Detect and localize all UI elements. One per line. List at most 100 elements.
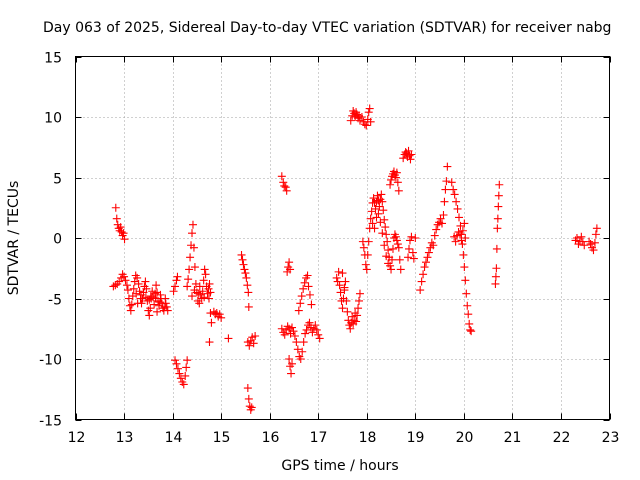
- data-point: [346, 324, 355, 333]
- data-point: [463, 301, 472, 310]
- data-point: [589, 246, 598, 255]
- data-point: [239, 260, 248, 269]
- data-point: [493, 214, 502, 223]
- data-point: [311, 321, 320, 330]
- data-point: [441, 185, 450, 194]
- data-point: [493, 224, 502, 233]
- data-point: [293, 345, 302, 354]
- data-point: [189, 243, 198, 252]
- data-point: [297, 292, 306, 301]
- data-point: [298, 347, 307, 356]
- x-tick-label: 12: [68, 430, 86, 446]
- data-point: [388, 244, 397, 253]
- data-point: [288, 323, 297, 332]
- data-point: [151, 294, 160, 303]
- data-point: [198, 287, 207, 296]
- data-point: [190, 286, 199, 295]
- data-point: [111, 203, 120, 212]
- data-point: [340, 283, 349, 292]
- data-point: [137, 290, 146, 299]
- data-point: [296, 299, 305, 308]
- data-point: [205, 279, 214, 288]
- data-point: [129, 284, 138, 293]
- data-point: [183, 356, 192, 365]
- x-tick-labels: 12 13 14 15 16 17 18 19 20 21 22 23: [68, 430, 620, 446]
- data-point: [492, 244, 501, 253]
- data-point: [305, 318, 314, 327]
- data-point: [492, 264, 501, 273]
- data-point: [121, 276, 130, 285]
- y-tick-label: -5: [48, 293, 62, 309]
- data-point: [439, 211, 448, 220]
- data-point: [120, 272, 129, 281]
- y-tick-label: 10: [44, 111, 62, 127]
- data-point: [301, 329, 310, 338]
- data-point: [378, 197, 387, 206]
- x-tick-label: 20: [456, 430, 474, 446]
- data-point: [338, 304, 347, 313]
- data-point: [494, 202, 503, 211]
- data-point: [404, 253, 413, 262]
- data-point: [396, 265, 405, 274]
- data-point: [294, 306, 303, 315]
- data-point: [200, 293, 209, 302]
- data-point: [424, 248, 433, 257]
- x-tick-label: 21: [504, 430, 522, 446]
- data-points: [109, 104, 601, 414]
- data-point: [381, 223, 390, 232]
- data-point: [449, 185, 458, 194]
- data-point: [188, 229, 197, 238]
- data-point: [430, 231, 439, 240]
- data-point: [361, 260, 370, 269]
- data-point: [406, 155, 415, 164]
- data-point: [241, 269, 250, 278]
- data-point: [338, 269, 347, 278]
- data-point: [395, 255, 404, 264]
- data-point: [393, 178, 402, 187]
- data-point: [342, 296, 351, 305]
- data-point: [288, 359, 297, 368]
- x-tick-label: 17: [310, 430, 328, 446]
- x-tick-label: 22: [553, 430, 571, 446]
- data-point: [460, 219, 469, 228]
- data-point: [341, 277, 350, 286]
- data-point: [117, 227, 126, 236]
- data-point: [244, 302, 253, 311]
- data-point: [421, 258, 430, 267]
- data-point: [460, 263, 469, 272]
- data-point: [305, 290, 314, 299]
- data-point: [142, 284, 151, 293]
- data-point: [394, 243, 403, 252]
- data-point: [407, 150, 416, 159]
- data-point: [364, 237, 373, 246]
- data-point: [146, 304, 155, 313]
- data-point: [334, 267, 343, 276]
- x-tick-label: 13: [116, 430, 134, 446]
- data-point: [591, 230, 600, 239]
- x-tick-label: 14: [165, 430, 183, 446]
- data-point: [155, 298, 164, 307]
- data-point: [289, 327, 298, 336]
- y-tick-label: 0: [53, 232, 62, 248]
- data-point: [195, 299, 204, 308]
- data-point: [417, 277, 426, 286]
- data-point: [240, 265, 249, 274]
- data-point: [146, 292, 155, 301]
- data-point: [405, 236, 414, 245]
- x-axis-label: GPS time / hours: [281, 458, 398, 474]
- y-tick-label: 5: [53, 172, 62, 188]
- data-point: [199, 276, 208, 285]
- data-point: [285, 258, 294, 267]
- data-point: [442, 177, 451, 186]
- data-point: [382, 230, 391, 239]
- data-point: [495, 180, 504, 189]
- data-point: [399, 154, 408, 163]
- data-point: [391, 173, 400, 182]
- plot-frame: [75, 56, 610, 420]
- data-point: [440, 197, 449, 206]
- data-point: [352, 317, 361, 326]
- data-point: [377, 190, 386, 199]
- data-point: [387, 175, 396, 184]
- axis-ticks: [75, 56, 611, 421]
- data-point: [491, 272, 500, 281]
